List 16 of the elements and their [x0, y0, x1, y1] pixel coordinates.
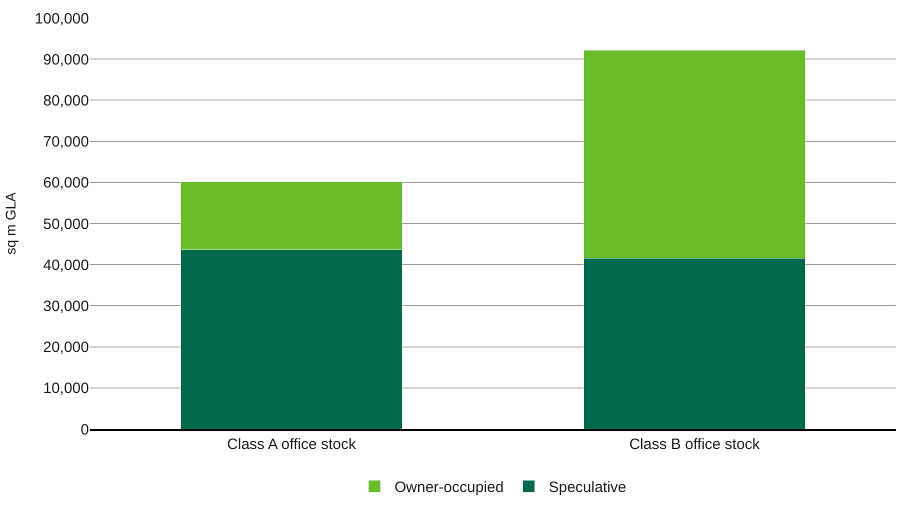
- y-tick-label: 40,000: [43, 256, 89, 274]
- y-axis-title: sq m GLA: [2, 192, 18, 255]
- y-tick-label: 90,000: [43, 51, 89, 68]
- y-tick-label: 10,000: [43, 380, 89, 398]
- y-tick-label: 30,000: [43, 298, 89, 315]
- legend-label: Owner-occupied: [394, 479, 504, 496]
- y-tick-label: 80,000: [43, 92, 89, 110]
- legend-label: Speculative: [548, 479, 626, 496]
- x-tick-label: Class B office stock: [629, 436, 760, 453]
- y-tick-label: 100,000: [34, 10, 89, 28]
- y-tick-label: 70,000: [43, 134, 89, 151]
- y-tick-label: 20,000: [43, 339, 89, 356]
- x-tick-label: Class A office stock: [227, 436, 356, 453]
- y-tick-label: 0: [80, 421, 89, 438]
- y-tick-label: 60,000: [43, 174, 89, 192]
- y-tick-label: 50,000: [43, 216, 89, 233]
